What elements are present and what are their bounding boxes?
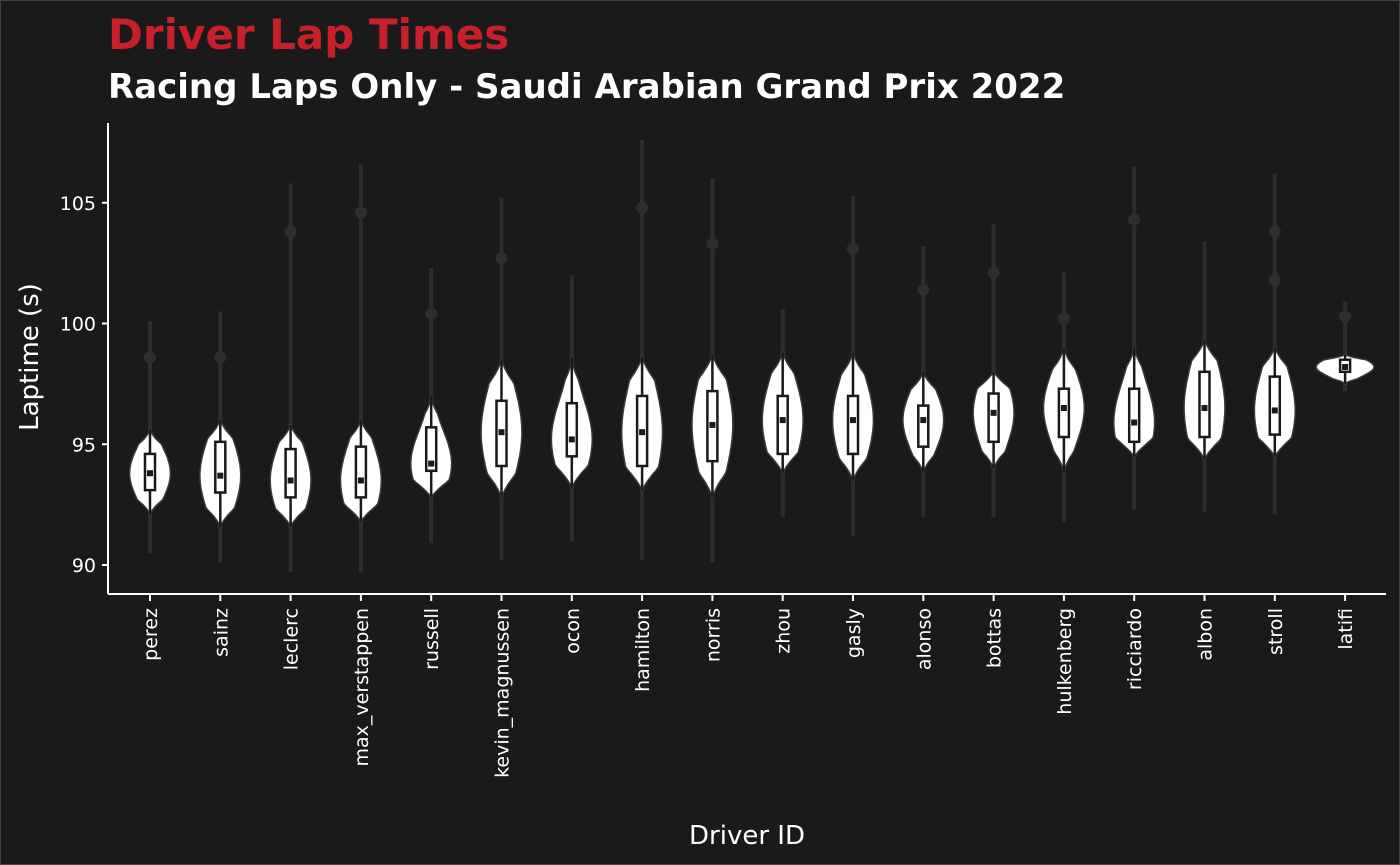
median-hulkenberg: [1060, 405, 1067, 412]
x-tick-label: latifi: [1335, 608, 1357, 650]
outlier-point: [847, 242, 859, 255]
x-tick-label: gasly: [843, 608, 865, 658]
x-axis-label: Driver ID: [689, 821, 805, 851]
x-tick-label: albon: [1195, 608, 1217, 661]
box-bottas: [987, 392, 1000, 444]
outlier-point: [284, 225, 297, 238]
outlier-point: [1268, 225, 1281, 238]
y-tick-label: 100: [60, 314, 96, 336]
outlier-point: [1128, 213, 1141, 226]
outlier-point: [144, 351, 156, 364]
y-axis-label: Laptime (s): [15, 283, 45, 431]
x-tick-label: bottas: [984, 608, 1006, 668]
x-tick-label: norris: [702, 608, 724, 662]
box-gasly: [846, 394, 860, 456]
x-tick-label: leclerc: [281, 608, 303, 670]
x-tick-label: stroll: [1265, 608, 1287, 655]
median-norris: [709, 421, 716, 428]
median-gasly: [850, 417, 856, 424]
outlier-point: [706, 237, 719, 250]
y-tick-label: 90: [72, 555, 96, 577]
outlier-point: [636, 201, 649, 214]
outlier-point: [1057, 312, 1070, 325]
median-leclerc: [287, 477, 294, 484]
box-leclerc: [284, 447, 297, 499]
x-tick-label: zhou: [773, 608, 795, 654]
box-zhou: [776, 394, 789, 456]
x-tick-label: russell: [421, 608, 443, 670]
median-latifi: [1342, 363, 1349, 370]
y-tick-label: 95: [72, 434, 96, 456]
box-ocon: [565, 401, 579, 458]
x-tick-label: alonso: [913, 608, 935, 670]
outlier-point: [425, 307, 438, 320]
median-alonso: [920, 417, 927, 424]
x-tick-label: ocon: [562, 608, 584, 654]
box-hulkenberg: [1057, 387, 1071, 439]
median-hamilton: [639, 429, 646, 436]
box-ricciardo: [1127, 387, 1141, 444]
median-sainz: [217, 472, 224, 479]
x-tick-label: kevin_magnussen: [492, 608, 514, 778]
median-ocon: [568, 436, 575, 443]
median-albon: [1201, 405, 1208, 412]
chart-title: Driver Lap Times: [108, 10, 509, 59]
median-stroll: [1271, 407, 1278, 414]
chart-subtitle: Racing Laps Only - Saudi Arabian Grand P…: [108, 67, 1065, 107]
outlier-point: [917, 283, 930, 296]
outlier-point: [495, 252, 508, 265]
outlier-point: [354, 206, 367, 219]
median-zhou: [779, 417, 786, 424]
plot-area: 90 95 100 105 perez sainz leclerc max_verstappe…: [60, 123, 1386, 778]
x-tick-label: hulkenberg: [1054, 608, 1076, 715]
x-tick-label: perez: [140, 608, 162, 661]
median-kevin_magnussen: [498, 429, 505, 436]
outlier-point: [987, 266, 1000, 279]
x-tick-label: max_verstappen: [351, 608, 373, 767]
box-alonso: [917, 404, 930, 448]
x-tick-label: sainz: [210, 608, 232, 657]
y-tick-label: 105: [60, 193, 96, 215]
x-tick-label: ricciardo: [1124, 608, 1146, 690]
outlier-point: [214, 351, 227, 364]
median-russell: [428, 460, 435, 467]
outlier-point: [1268, 274, 1281, 287]
median-max_verstappen: [357, 477, 364, 484]
box-max_verstappen: [354, 445, 368, 499]
median-perez: [147, 470, 153, 477]
box-sainz: [214, 440, 227, 494]
x-tick-label: hamilton: [632, 608, 654, 692]
median-ricciardo: [1131, 419, 1138, 426]
box-stroll: [1268, 375, 1282, 436]
outlier-point: [1339, 310, 1352, 323]
median-bottas: [990, 409, 997, 416]
box-albon: [1198, 370, 1211, 439]
